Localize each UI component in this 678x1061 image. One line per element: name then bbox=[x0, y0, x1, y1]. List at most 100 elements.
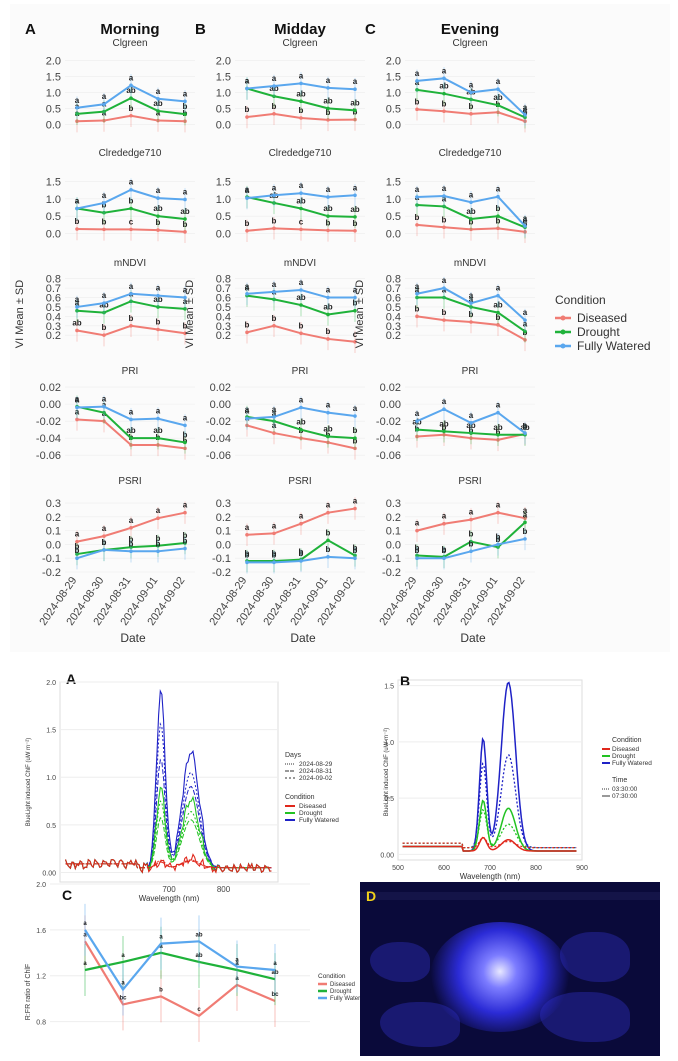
vi-y-tick-label: -0.06 bbox=[376, 450, 401, 462]
vi-point bbox=[353, 553, 357, 558]
vi-significance-letter: b bbox=[272, 102, 277, 111]
chlf-b-legend-time: 07:30:00 bbox=[612, 793, 638, 800]
vi-point bbox=[415, 223, 419, 227]
vi-y-tick-label: -0.2 bbox=[382, 567, 401, 579]
vi-index-title: mNDVI bbox=[114, 258, 146, 269]
vi-significance-letter: a bbox=[183, 187, 188, 196]
vi-point bbox=[75, 119, 79, 123]
vi-significance-letter: b bbox=[75, 542, 80, 551]
vi-y-tick-label: 0.8 bbox=[386, 274, 401, 286]
vi-y-tick-label: 0.00 bbox=[40, 399, 61, 411]
vi-significance-letter: a bbox=[245, 405, 250, 414]
vi-y-tick-label: 0.0 bbox=[46, 229, 61, 241]
vi-y-tick-label: 0.3 bbox=[386, 498, 401, 510]
vi-point bbox=[272, 431, 276, 435]
chlf-c-letter: a bbox=[235, 958, 239, 964]
vi-point bbox=[469, 305, 473, 309]
chlf-a-y-tick: 0.5 bbox=[46, 823, 56, 830]
vi-significance-letter: ab bbox=[323, 204, 332, 213]
vi-point bbox=[75, 112, 79, 116]
vi-point bbox=[245, 423, 249, 428]
chlf-b-spectrum-0330 bbox=[402, 836, 577, 849]
vi-point bbox=[415, 314, 419, 319]
vi-x-axis-label: Date bbox=[120, 631, 146, 645]
vi-y-tick-label: 0.3 bbox=[46, 498, 61, 510]
vi-point bbox=[353, 295, 357, 300]
vi-y-tick-label: 0.5 bbox=[46, 211, 61, 223]
vi-significance-letter: b bbox=[183, 537, 188, 546]
vi-significance-letter: a bbox=[326, 286, 331, 295]
chlf-b-legend-condition: Drought bbox=[612, 753, 635, 760]
vi-y-tick-label: 0.2 bbox=[216, 512, 231, 524]
vi-point bbox=[156, 305, 160, 309]
vi-y-tick-label: 0.4 bbox=[216, 311, 231, 323]
vi-y-tick-label: 0.6 bbox=[216, 293, 231, 305]
vi-point bbox=[245, 86, 249, 91]
vi-significance-letter: a bbox=[75, 197, 80, 206]
vi-y-tick-label: 0.00 bbox=[380, 399, 401, 411]
vi-point bbox=[523, 224, 527, 228]
vi-significance-letter: c bbox=[129, 217, 134, 226]
vi-y-tick-label: 0.1 bbox=[386, 526, 401, 538]
vi-significance-letter: ab bbox=[323, 424, 332, 433]
vi-point bbox=[469, 517, 473, 522]
vi-significance-letter: a bbox=[326, 501, 331, 510]
vi-y-tick-label: 0.8 bbox=[46, 274, 61, 286]
vi-point bbox=[299, 81, 303, 86]
chlf-c-letter: a bbox=[159, 935, 163, 941]
panel-label-b: B bbox=[400, 673, 410, 689]
vi-significance-letter: a bbox=[272, 74, 277, 83]
vi-point bbox=[156, 228, 160, 232]
vi-point bbox=[299, 559, 303, 563]
vi-significance-letter: ab bbox=[439, 82, 448, 91]
vi-significance-letter: a bbox=[442, 286, 447, 295]
vi-significance-letter: a bbox=[469, 508, 474, 517]
vi-significance-letter: b bbox=[353, 546, 358, 555]
chlf-a-y-label: BlueLight induced ChlF (uW m⁻²) bbox=[26, 738, 32, 827]
chlf-c-y-tick: 1.6 bbox=[36, 928, 46, 935]
vi-point bbox=[299, 116, 303, 120]
vi-significance-letter: b bbox=[353, 299, 358, 308]
chlf-b-legend-condition: Fully Watered bbox=[612, 760, 652, 767]
vi-significance-letter: b bbox=[326, 108, 331, 117]
vi-y-tick-label: 0.1 bbox=[46, 526, 61, 538]
vi-significance-letter: b bbox=[353, 426, 358, 435]
vi-point bbox=[442, 204, 446, 209]
vi-point bbox=[183, 217, 187, 221]
vi-significance-letter: b bbox=[183, 220, 188, 229]
vi-point bbox=[469, 421, 473, 425]
vi-point bbox=[156, 196, 160, 200]
vi-significance-letter: b bbox=[442, 215, 447, 224]
vi-point bbox=[75, 308, 79, 313]
chlf-b-y-tick: 1.5 bbox=[384, 684, 394, 691]
vi-significance-letter: a bbox=[326, 185, 331, 194]
vi-significance-letter: a bbox=[523, 215, 528, 224]
vi-significance-letter: a bbox=[496, 77, 501, 86]
vi-point bbox=[75, 227, 79, 231]
vi-chart-svg: A Morning B Midday C EveningClgreen2.01.51.00… bbox=[14, 21, 651, 645]
vi-significance-letter: b bbox=[272, 314, 277, 323]
vi-point bbox=[523, 230, 527, 234]
vi-y-tick-label: 0.2 bbox=[216, 330, 231, 342]
vi-y-tick-label: -0.2 bbox=[212, 567, 231, 579]
vi-point bbox=[299, 521, 303, 526]
vi-significance-letter: a bbox=[75, 530, 80, 539]
vi-point bbox=[156, 416, 160, 421]
vi-index-title: PRI bbox=[122, 366, 139, 377]
vi-point bbox=[299, 303, 303, 307]
vi-point bbox=[353, 446, 357, 451]
chlf-c-legend-item: Diseased bbox=[330, 982, 355, 988]
vi-significance-letter: c bbox=[353, 330, 358, 339]
vi-point bbox=[496, 310, 500, 315]
vi-significance-letter: b bbox=[102, 538, 107, 547]
vi-point bbox=[299, 427, 303, 432]
vi-significance-letter: b bbox=[129, 314, 134, 323]
vi-point bbox=[415, 553, 419, 558]
vi-point bbox=[353, 215, 357, 219]
vi-index-title: PRI bbox=[292, 366, 309, 377]
vi-panel-pri-0: PRI0.020.00-0.02-0.04-0.06aabbbaaababbaa… bbox=[36, 366, 195, 462]
vi-significance-letter: b bbox=[299, 106, 304, 115]
vi-point bbox=[415, 195, 419, 199]
vi-significance-letter: a bbox=[129, 407, 134, 416]
